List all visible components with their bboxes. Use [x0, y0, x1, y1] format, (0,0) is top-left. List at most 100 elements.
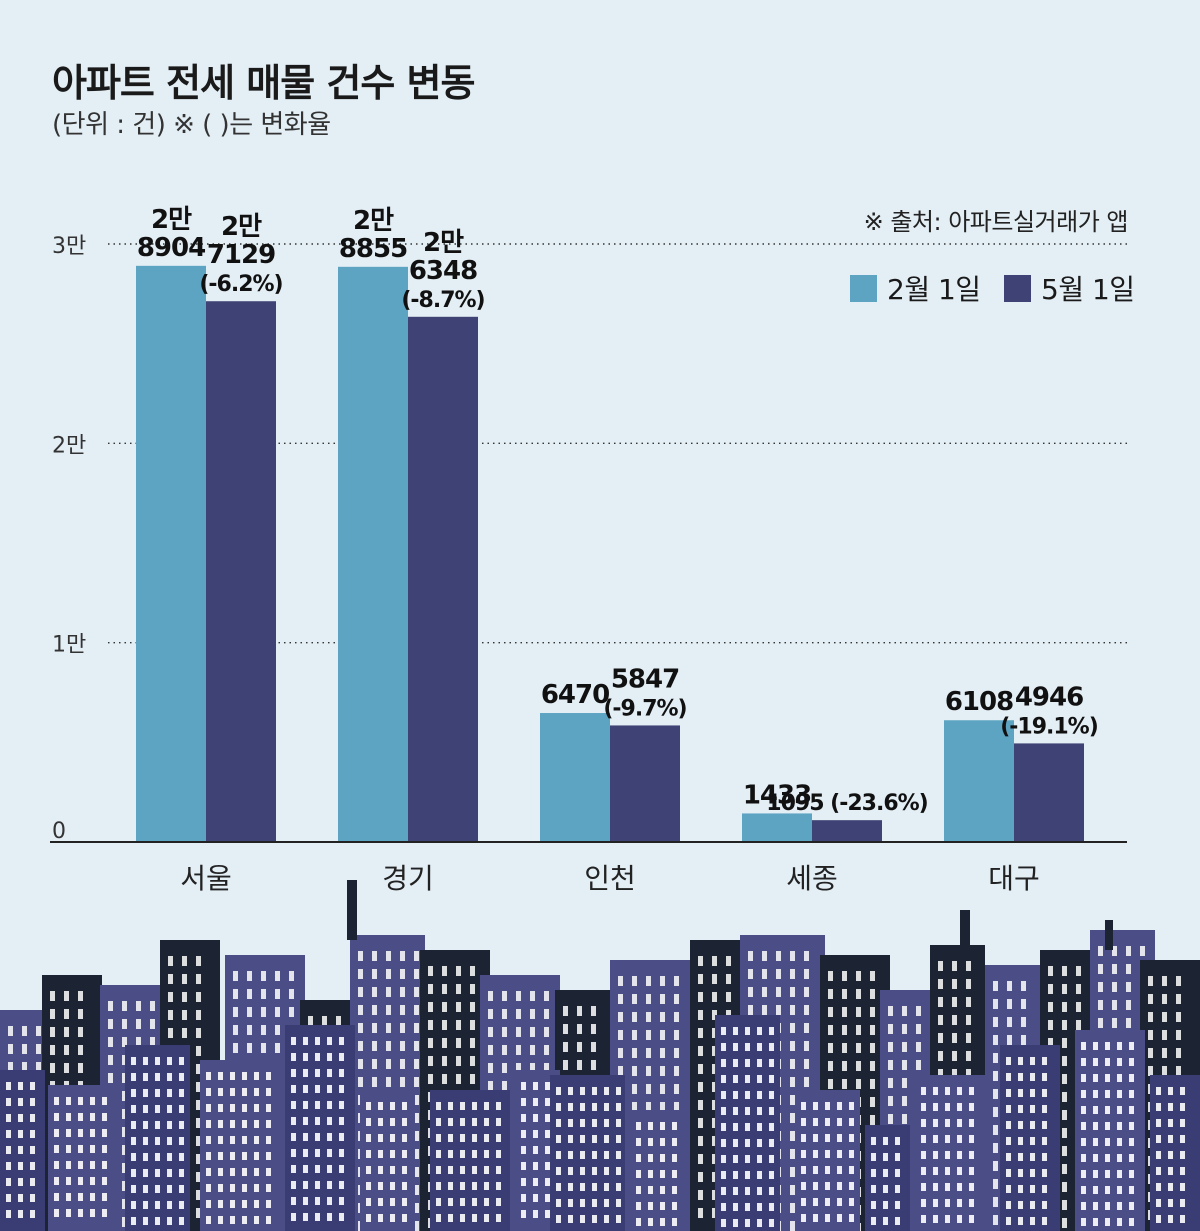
building-window [921, 1103, 926, 1111]
building-window [484, 1150, 489, 1158]
building-window [556, 1135, 561, 1143]
bar-feb [136, 265, 206, 842]
building-window [1117, 1170, 1122, 1178]
building-window [945, 1215, 950, 1223]
building-window [745, 1123, 750, 1131]
building-window [632, 1084, 637, 1094]
building-window [871, 1137, 876, 1145]
building-window [521, 1146, 526, 1154]
building-window [516, 1063, 521, 1073]
building-window [769, 1107, 774, 1115]
building-window [402, 1182, 407, 1190]
building-window [102, 1161, 107, 1169]
building-window [1093, 1090, 1098, 1098]
building-window [871, 1185, 876, 1193]
data-label: (-9.7%) [603, 696, 686, 721]
building-window [938, 997, 943, 1007]
building-window [303, 1085, 308, 1093]
building-window [757, 1187, 762, 1195]
building-window [1156, 1087, 1161, 1095]
building-window [993, 1125, 998, 1135]
building-window [308, 1016, 313, 1026]
building-window [813, 1134, 818, 1142]
building-window [167, 1185, 172, 1193]
building-window [456, 1020, 461, 1030]
building-window [592, 1087, 597, 1095]
building-window [646, 976, 651, 986]
building-window [18, 1146, 23, 1154]
building-window [102, 1145, 107, 1153]
building-window [648, 1138, 653, 1146]
building-window [322, 1016, 327, 1026]
building-window [254, 1200, 259, 1208]
building-window [545, 1130, 550, 1138]
building-window [533, 1210, 538, 1218]
building-window [233, 989, 238, 999]
building-window [448, 1134, 453, 1142]
building-window [757, 1043, 762, 1051]
building-window [484, 1118, 489, 1126]
building-window [327, 1117, 332, 1125]
building-window [1062, 1056, 1067, 1066]
building-window [870, 1079, 875, 1089]
building-window [993, 1143, 998, 1153]
building-window [436, 1182, 441, 1190]
building-window [1156, 1199, 1161, 1207]
building-window [218, 1152, 223, 1160]
building-window [66, 1113, 71, 1121]
building-window [122, 1217, 127, 1227]
building-window [50, 1045, 55, 1055]
building-window [952, 997, 957, 1007]
building-window [366, 1102, 371, 1110]
building-window [242, 1168, 247, 1176]
building-window [1042, 1137, 1047, 1145]
building-window [902, 1024, 907, 1034]
building-window [902, 1060, 907, 1070]
building-window [813, 1198, 818, 1206]
building-window [745, 1027, 750, 1035]
building-window [303, 1037, 308, 1045]
building-window [372, 1077, 377, 1087]
building-window [289, 989, 294, 999]
building-window [726, 974, 731, 984]
building-window [339, 1213, 344, 1221]
building-window [721, 1123, 726, 1131]
building-window [414, 1131, 419, 1141]
building-window [674, 1084, 679, 1094]
building-window [414, 1149, 419, 1159]
building-window [660, 1084, 665, 1094]
building-window [698, 992, 703, 1002]
building-window [790, 969, 795, 979]
building-window [472, 1150, 477, 1158]
building-window [604, 1103, 609, 1111]
building-window [828, 989, 833, 999]
building-window [414, 1185, 419, 1195]
building-window [813, 1214, 818, 1222]
building-window [883, 1201, 888, 1209]
building-window [143, 1185, 148, 1193]
building-window [1093, 1138, 1098, 1146]
building-window [698, 956, 703, 966]
building-window [945, 1103, 950, 1111]
building-window [828, 1025, 833, 1035]
building-window [233, 1043, 238, 1053]
building-window [969, 1167, 974, 1175]
building-window [179, 1137, 184, 1145]
bar-feb [742, 813, 812, 842]
building-window [556, 1087, 561, 1095]
building-window [30, 1178, 35, 1186]
building-window [825, 1214, 830, 1222]
building-window [366, 1182, 371, 1190]
building-window [632, 1102, 637, 1112]
building-window [102, 1113, 107, 1121]
building-window [577, 1042, 582, 1052]
building-window [90, 1145, 95, 1153]
building-window [757, 1091, 762, 1099]
building-window [1129, 1074, 1134, 1082]
building-window [1126, 1018, 1131, 1028]
building-window [470, 1020, 475, 1030]
building-window [591, 1042, 596, 1052]
building-window [856, 971, 861, 981]
building-window [674, 1066, 679, 1076]
building-window [828, 1079, 833, 1089]
